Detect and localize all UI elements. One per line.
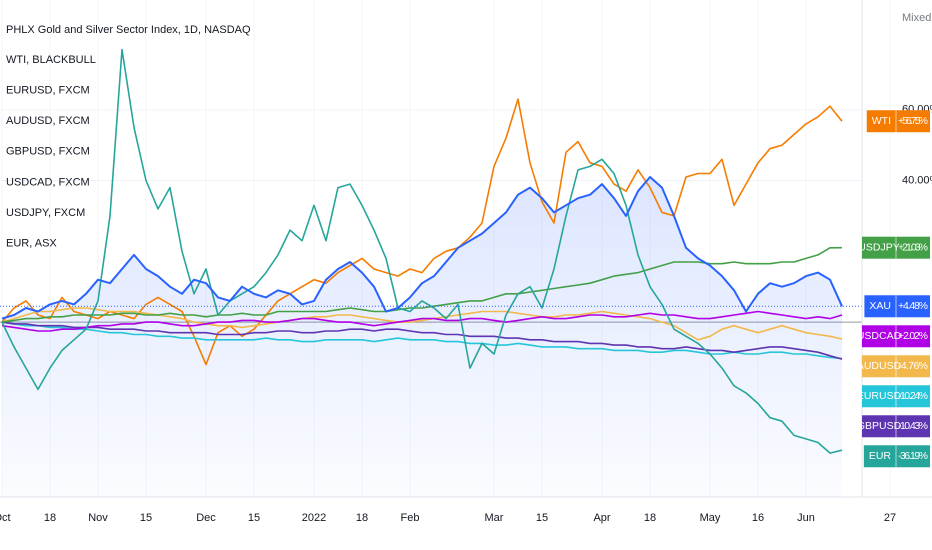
legend-entry: EUR, ASX [6,238,57,250]
price-tag: EURUSD-10.24% [857,385,930,408]
price-tag: EUR -36.19% [863,445,930,468]
tag-value: +2.02% [898,330,928,342]
tag-value-bg [896,295,930,318]
series-line [1,310,843,332]
tag-name: USDJPY [858,241,899,253]
tag-name: GBPUSD [857,420,902,432]
price-tag: XAU +4.48% [864,295,930,318]
price-tag: WTI +56.75% [866,110,930,133]
tag-value: -4.76% [898,360,928,372]
axes: 60.00%40.00%Oct18Nov15Dec15202218FebMar1… [0,104,932,524]
price-tag: GBPUSD-10.43% [857,415,930,438]
x-tick-label: 15 [536,512,548,524]
series-line [1,246,843,323]
tag-name: EUR [869,450,892,462]
tag-name: EURUSD [857,390,902,402]
tag-name-bg [863,445,896,468]
tag-name: XAU [869,300,891,312]
legend-entry: EURUSD, FXCM [6,85,90,97]
tag-name-bg [862,385,896,408]
tag-value: -10.43% [898,420,928,432]
x-tick-label: Oct [0,512,11,524]
series-line [1,48,843,454]
x-tick-label: Jun [797,512,815,524]
legend-entry: AUDUSD, FXCM [6,115,90,127]
area-fill [2,177,842,497]
x-tick-label: Nov [88,512,108,524]
tag-name-bg [862,325,896,348]
legend-entry: GBPUSD, FXCM [6,146,90,158]
tag-value-bg [896,385,930,408]
x-tick-label: Feb [401,512,420,524]
tag-name-bg [864,295,896,318]
tag-value-bg [896,355,930,378]
tag-name-bg [862,355,896,378]
tag-value-bg [896,110,930,133]
x-tick-label: 18 [356,512,368,524]
x-tick-label: Dec [196,512,216,524]
x-tick-label: 18 [44,512,56,524]
x-tick-label: Apr [593,512,610,524]
price-tag: USDCAD+2.02% [857,325,930,348]
tag-name: USDCAD [857,330,902,342]
price-tags: WTI +56.75%USDJPY+21.03%XAU +4.48%USDCAD+2… [857,110,930,468]
x-tick-label: 15 [140,512,152,524]
tag-name-bg [866,110,896,133]
x-tick-label: 18 [644,512,656,524]
series-line [1,98,843,366]
main-title: PHLX Gold and Silver Sector Index, 1D, N… [6,24,251,36]
x-tick-label: May [700,512,721,524]
tag-value-bg [896,445,930,468]
tag-name-bg [862,236,896,259]
series-line [1,307,843,341]
legend-entry: WTI, BLACKBULL [6,54,96,66]
price-tag: USDJPY+21.03% [858,236,930,259]
tag-name: WTI [872,115,891,127]
legend-entry: USDCAD, FXCM [6,176,90,188]
tag-value: +4.48% [898,300,928,312]
tag-name-bg [862,415,896,438]
scale-mode: Mixed [902,12,931,24]
plot-area [0,48,862,497]
x-tick-label: 15 [248,512,260,524]
y-tick-label: 40.00% [902,174,932,186]
series-line [1,321,843,360]
x-tick-label: 27 [884,512,896,524]
x-tick-label: 2022 [302,512,326,524]
series-line [1,176,843,320]
tag-value-bg [896,325,930,348]
price-tag: AUDUSD-4.76% [857,355,930,378]
x-tick-label: 16 [752,512,764,524]
tag-name: AUDUSD [857,360,902,372]
series-line [1,321,843,360]
tag-value-bg [896,236,930,259]
tag-value-bg [896,415,930,438]
legend: WTI, BLACKBULL EURUSD, FXCM AUDUSD, FXCM GB… [6,54,96,250]
tag-value: +21.03% [898,241,928,253]
tag-value: -36.19% [898,450,928,462]
tag-value: -10.24% [898,390,928,402]
tag-value: +56.75% [898,115,928,127]
x-tick-label: Mar [485,512,504,524]
legend-entry: USDJPY, FXCM [6,207,85,219]
